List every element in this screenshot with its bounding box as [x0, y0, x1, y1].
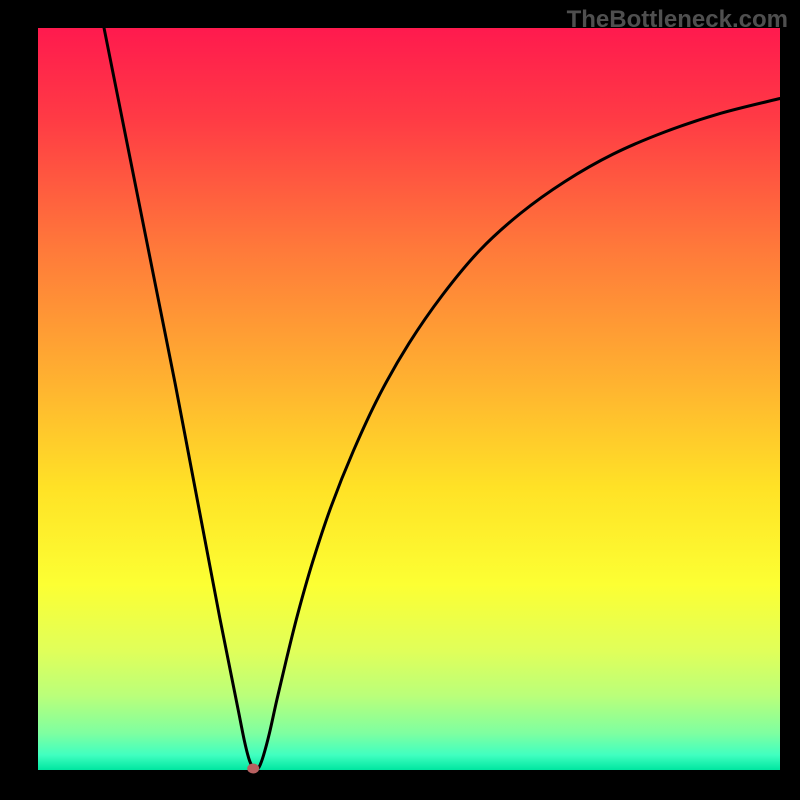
watermark-text: TheBottleneck.com — [567, 6, 788, 34]
chart-container: TheBottleneck.com — [0, 0, 800, 800]
plot-area — [38, 28, 780, 770]
